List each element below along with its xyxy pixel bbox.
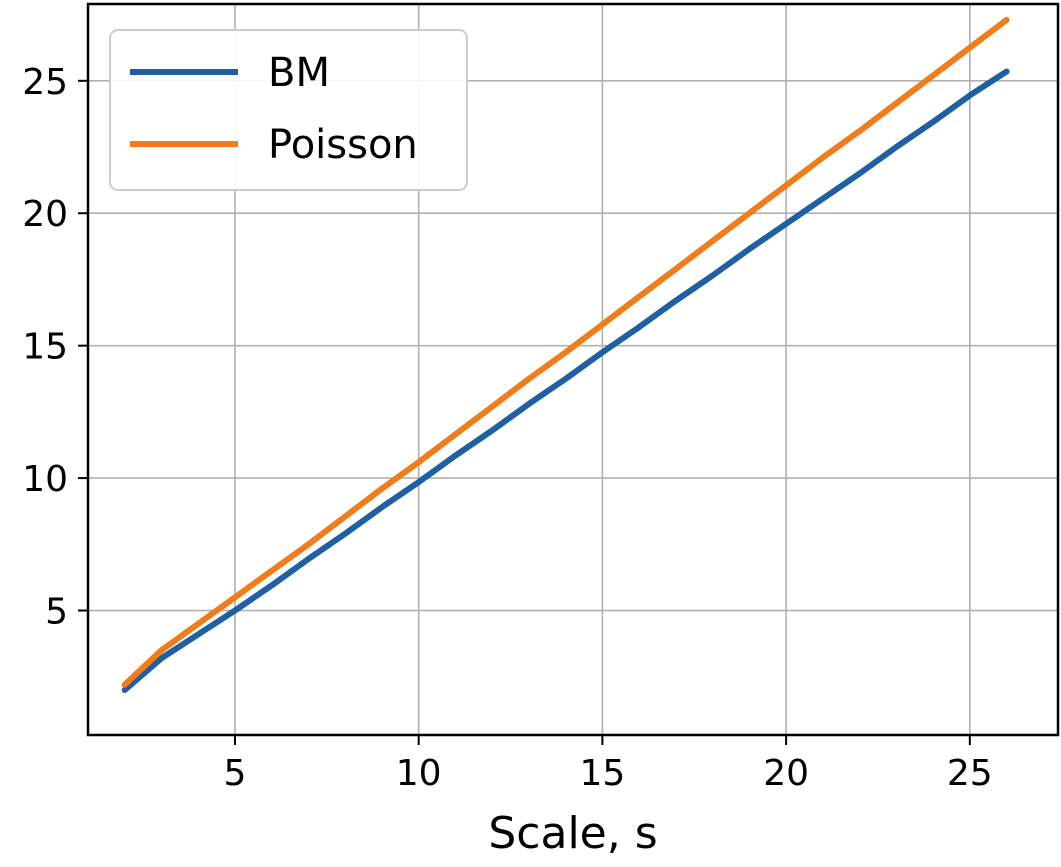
y-tick-label: 20 [22,194,68,235]
y-tick-label: 5 [45,592,68,633]
legend-label-bm: BM [268,50,330,96]
x-axis-label: Scale, s [488,808,657,859]
x-tick-label: 20 [763,753,809,794]
legend: BM Poisson [109,29,468,191]
series-line-bm [121,68,1010,693]
ticks: 5 10 15 20 25 5 10 15 20 25 [22,62,993,794]
series-lines [121,16,1010,693]
plot-frame [86,2,1060,737]
x-tick-label: 15 [579,753,625,794]
y-tick-label: 10 [22,459,68,500]
y-tick-label: 15 [22,327,68,368]
series-line-poisson [121,16,1010,688]
x-tick-label: 10 [396,753,442,794]
x-tick-label: 5 [224,753,247,794]
x-tick-label: 25 [947,753,993,794]
y-tick-label: 25 [22,62,68,103]
legend-label-poisson: Poisson [268,122,418,168]
